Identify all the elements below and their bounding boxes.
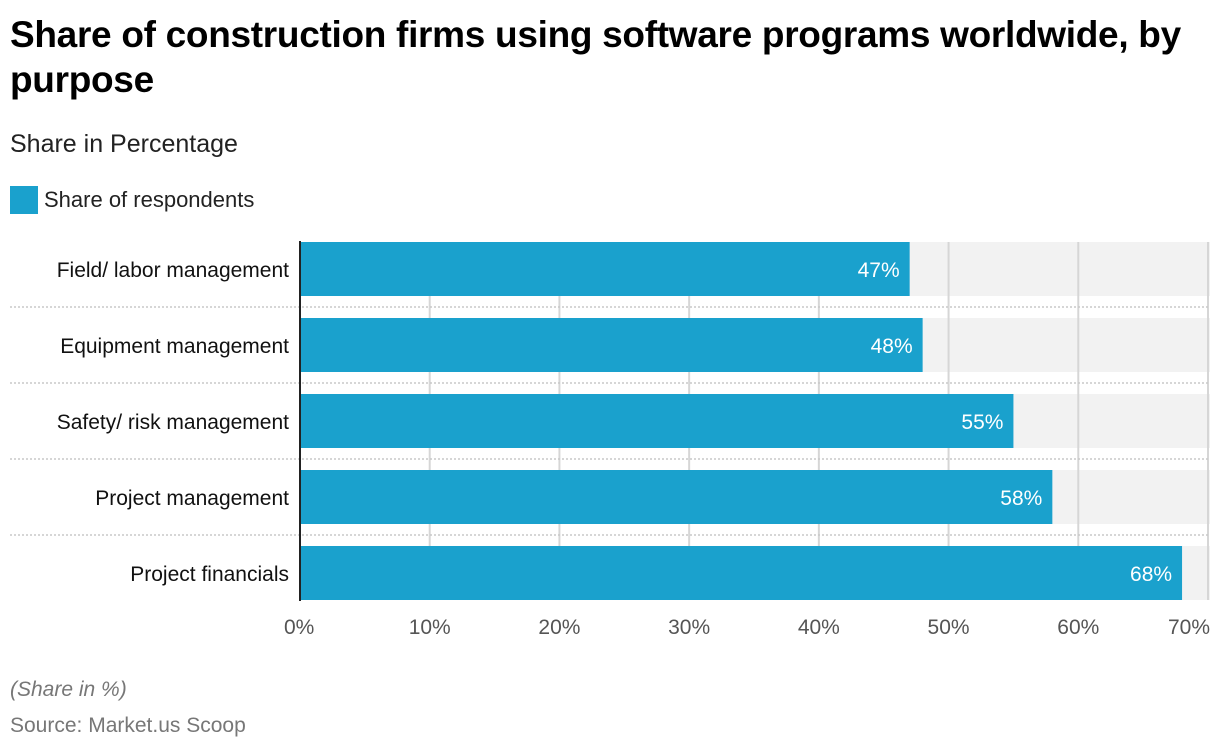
chart-title: Share of construction firms using softwa… [10, 14, 1181, 100]
bar [300, 546, 1183, 600]
chart-subtitle: Share in Percentage [10, 130, 238, 158]
data-label: 55% [961, 411, 1003, 434]
data-label: 47% [858, 259, 900, 282]
bar [300, 470, 1053, 524]
legend-label: Share of respondents [44, 187, 255, 212]
bar [300, 394, 1014, 448]
data-label: 48% [871, 335, 913, 358]
category-label: Field/ labor management [57, 259, 289, 282]
row-separators [10, 306, 1210, 536]
x-tick-label: 70% [1168, 616, 1210, 639]
chart-note: (Share in %) [10, 678, 127, 701]
bar [300, 318, 923, 372]
legend: Share of respondents [10, 186, 254, 214]
chart-source: Source: Market.us Scoop [10, 714, 246, 737]
bars [300, 242, 1183, 600]
x-tick-label: 20% [538, 616, 580, 639]
legend-swatch [10, 186, 38, 214]
category-labels: Field/ labor management Equipment managem… [57, 259, 289, 586]
category-label: Project financials [130, 563, 289, 586]
x-tick-labels: 0% 10% 20% 30% 40% 50% 60% 70% [284, 616, 1210, 639]
x-tick-label: 0% [284, 616, 314, 639]
data-labels: 47% 48% 55% 58% 68% [858, 259, 1172, 586]
x-tick-label: 60% [1057, 616, 1099, 639]
x-tick-label: 10% [409, 616, 451, 639]
x-tick-label: 50% [928, 616, 970, 639]
category-label: Project management [95, 487, 289, 510]
x-tick-label: 30% [668, 616, 710, 639]
category-label: Safety/ risk management [57, 411, 289, 434]
category-label: Equipment management [60, 335, 289, 358]
bar [300, 242, 910, 296]
data-label: 68% [1130, 563, 1172, 586]
data-label: 58% [1000, 487, 1042, 510]
x-tick-label: 40% [798, 616, 840, 639]
